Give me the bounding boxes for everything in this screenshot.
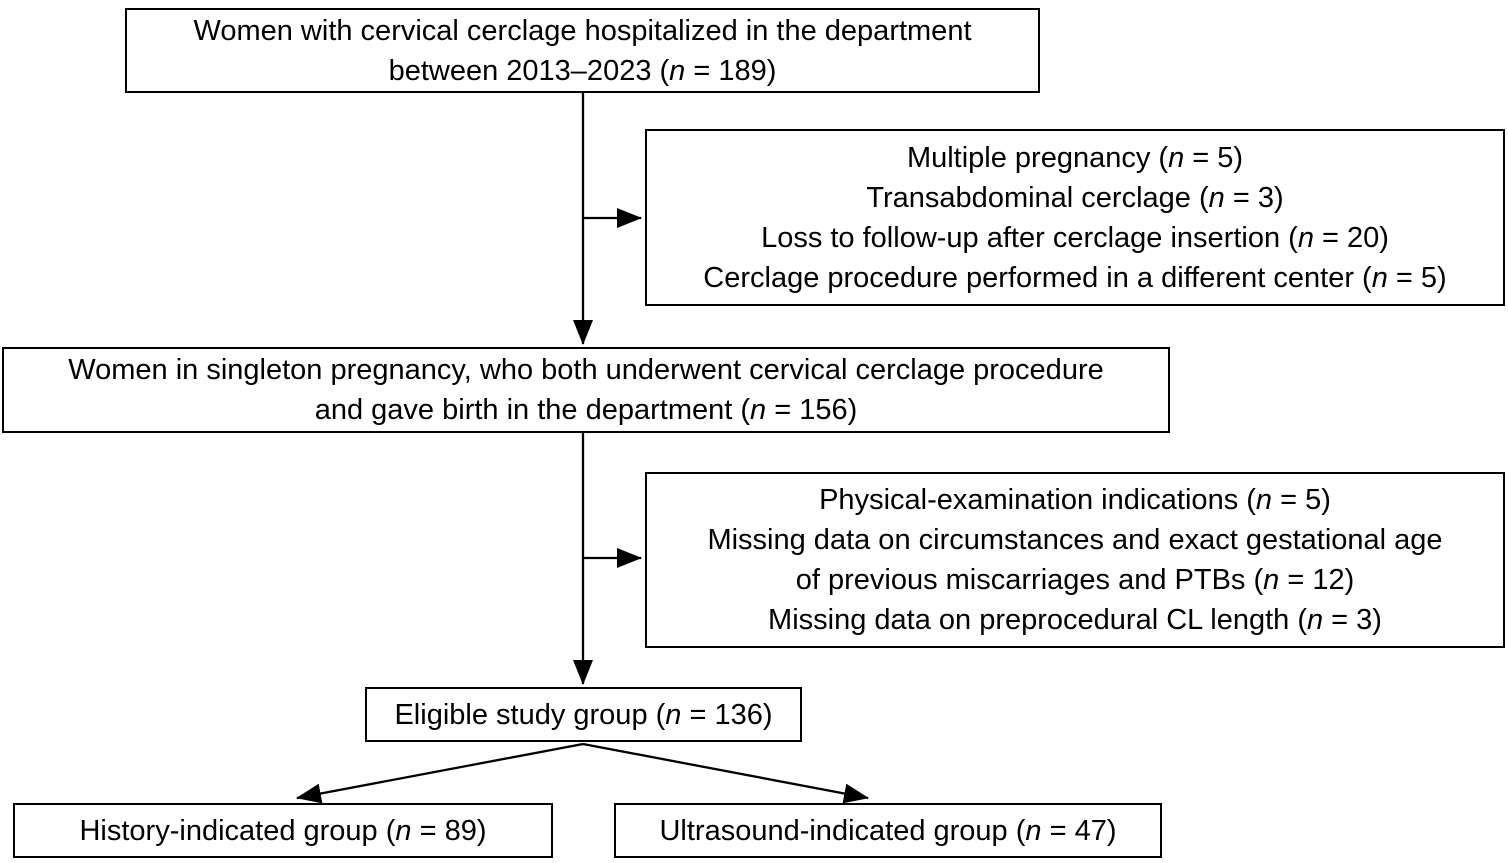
text-segment: Ultrasound-indicated group (: [659, 814, 1026, 847]
text-segment: Multiple pregnancy (: [906, 141, 1169, 174]
box-history-group: History-indicated group (n = 89): [13, 803, 553, 858]
box-text-line: between 2013–2023 (n = 189): [389, 51, 777, 91]
text-segment: = 156): [766, 394, 858, 426]
n-variable: n: [1255, 484, 1273, 516]
text-segment: = 5): [1184, 141, 1244, 174]
n-variable: n: [669, 54, 686, 87]
box-text-line: Physical-examination indications (n = 5): [819, 480, 1331, 520]
n-variable: n: [1297, 221, 1314, 254]
box-text-line: Women with cervical cerclage hospitalize…: [193, 11, 971, 51]
text-segment: Women in singleton pregnancy, who both u…: [68, 354, 1104, 386]
text-segment: Cerclage procedure performed in a differ…: [703, 261, 1372, 294]
box-initial-cohort: Women with cervical cerclage hospitalize…: [125, 8, 1040, 93]
text-segment: = 12): [1279, 564, 1355, 596]
text-segment: = 89): [411, 814, 487, 847]
n-variable: n: [395, 814, 412, 847]
box-text-line: Transabdominal cerclage (n = 3): [866, 178, 1283, 218]
n-variable: n: [1208, 181, 1225, 214]
box-ultrasound-group: Ultrasound-indicated group (n = 47): [614, 803, 1162, 858]
n-variable: n: [1025, 814, 1042, 847]
connector-eligible-to-history: [296, 742, 584, 804]
text-segment: and gave birth in the department (: [314, 394, 751, 426]
box-exclusions-1: Multiple pregnancy (n = 5) Transabdomina…: [645, 129, 1505, 306]
box-text-line: Ultrasound-indicated group (n = 47): [659, 811, 1116, 851]
text-segment: Loss to follow-up after cerclage inserti…: [761, 221, 1298, 254]
text-segment: of previous miscarriages and PTBs (: [795, 564, 1264, 596]
n-variable: n: [1306, 604, 1324, 636]
box-eligible-group: Eligible study group (n = 136): [365, 687, 802, 742]
text-segment: = 5): [1272, 484, 1331, 516]
text-segment: Women with cervical cerclage hospitalize…: [193, 14, 972, 47]
box-text-line: History-indicated group (n = 89): [79, 811, 486, 851]
box-text-line: Multiple pregnancy (n = 5): [907, 138, 1243, 178]
box-text-line: Loss to follow-up after cerclage inserti…: [761, 218, 1389, 258]
n-variable: n: [1168, 141, 1185, 174]
text-segment: = 136): [681, 698, 773, 731]
text-segment: between 2013–2023 (: [388, 54, 670, 87]
text-segment: = 5): [1387, 261, 1447, 294]
text-segment: Transabdominal cerclage (: [866, 181, 1209, 214]
box-text-line: Cerclage procedure performed in a differ…: [703, 258, 1446, 298]
n-variable: n: [665, 698, 682, 731]
box-text-line: Women in singleton pregnancy, who both u…: [68, 350, 1103, 390]
text-segment: Physical-examination indications (: [819, 484, 1256, 516]
n-variable: n: [750, 394, 767, 426]
text-segment: = 47): [1041, 814, 1117, 847]
box-text-line: Missing data on preprocedural CL length …: [768, 600, 1382, 640]
connector-eligible-to-ultrasound: [582, 742, 869, 804]
box-text-line: of previous miscarriages and PTBs (n = 1…: [796, 560, 1355, 600]
box-exclusions-2: Physical-examination indications (n = 5)…: [645, 472, 1505, 648]
text-segment: Missing data on preprocedural CL length …: [768, 604, 1307, 636]
box-text-line: Missing data on circumstances and exact …: [707, 520, 1442, 560]
text-segment: = 20): [1313, 221, 1389, 254]
text-segment: Eligible study group (: [394, 698, 666, 731]
text-segment: History-indicated group (: [79, 814, 396, 847]
box-text-line: and gave birth in the department (n = 15…: [315, 390, 858, 430]
n-variable: n: [1371, 261, 1388, 294]
text-segment: Missing data on circumstances and exact …: [707, 524, 1443, 556]
text-segment: = 189): [685, 54, 777, 87]
text-segment: = 3): [1224, 181, 1284, 214]
text-segment: = 3): [1323, 604, 1382, 636]
box-text-line: Eligible study group (n = 136): [394, 695, 772, 735]
n-variable: n: [1263, 564, 1280, 596]
box-singleton-cohort: Women in singleton pregnancy, who both u…: [2, 347, 1170, 433]
